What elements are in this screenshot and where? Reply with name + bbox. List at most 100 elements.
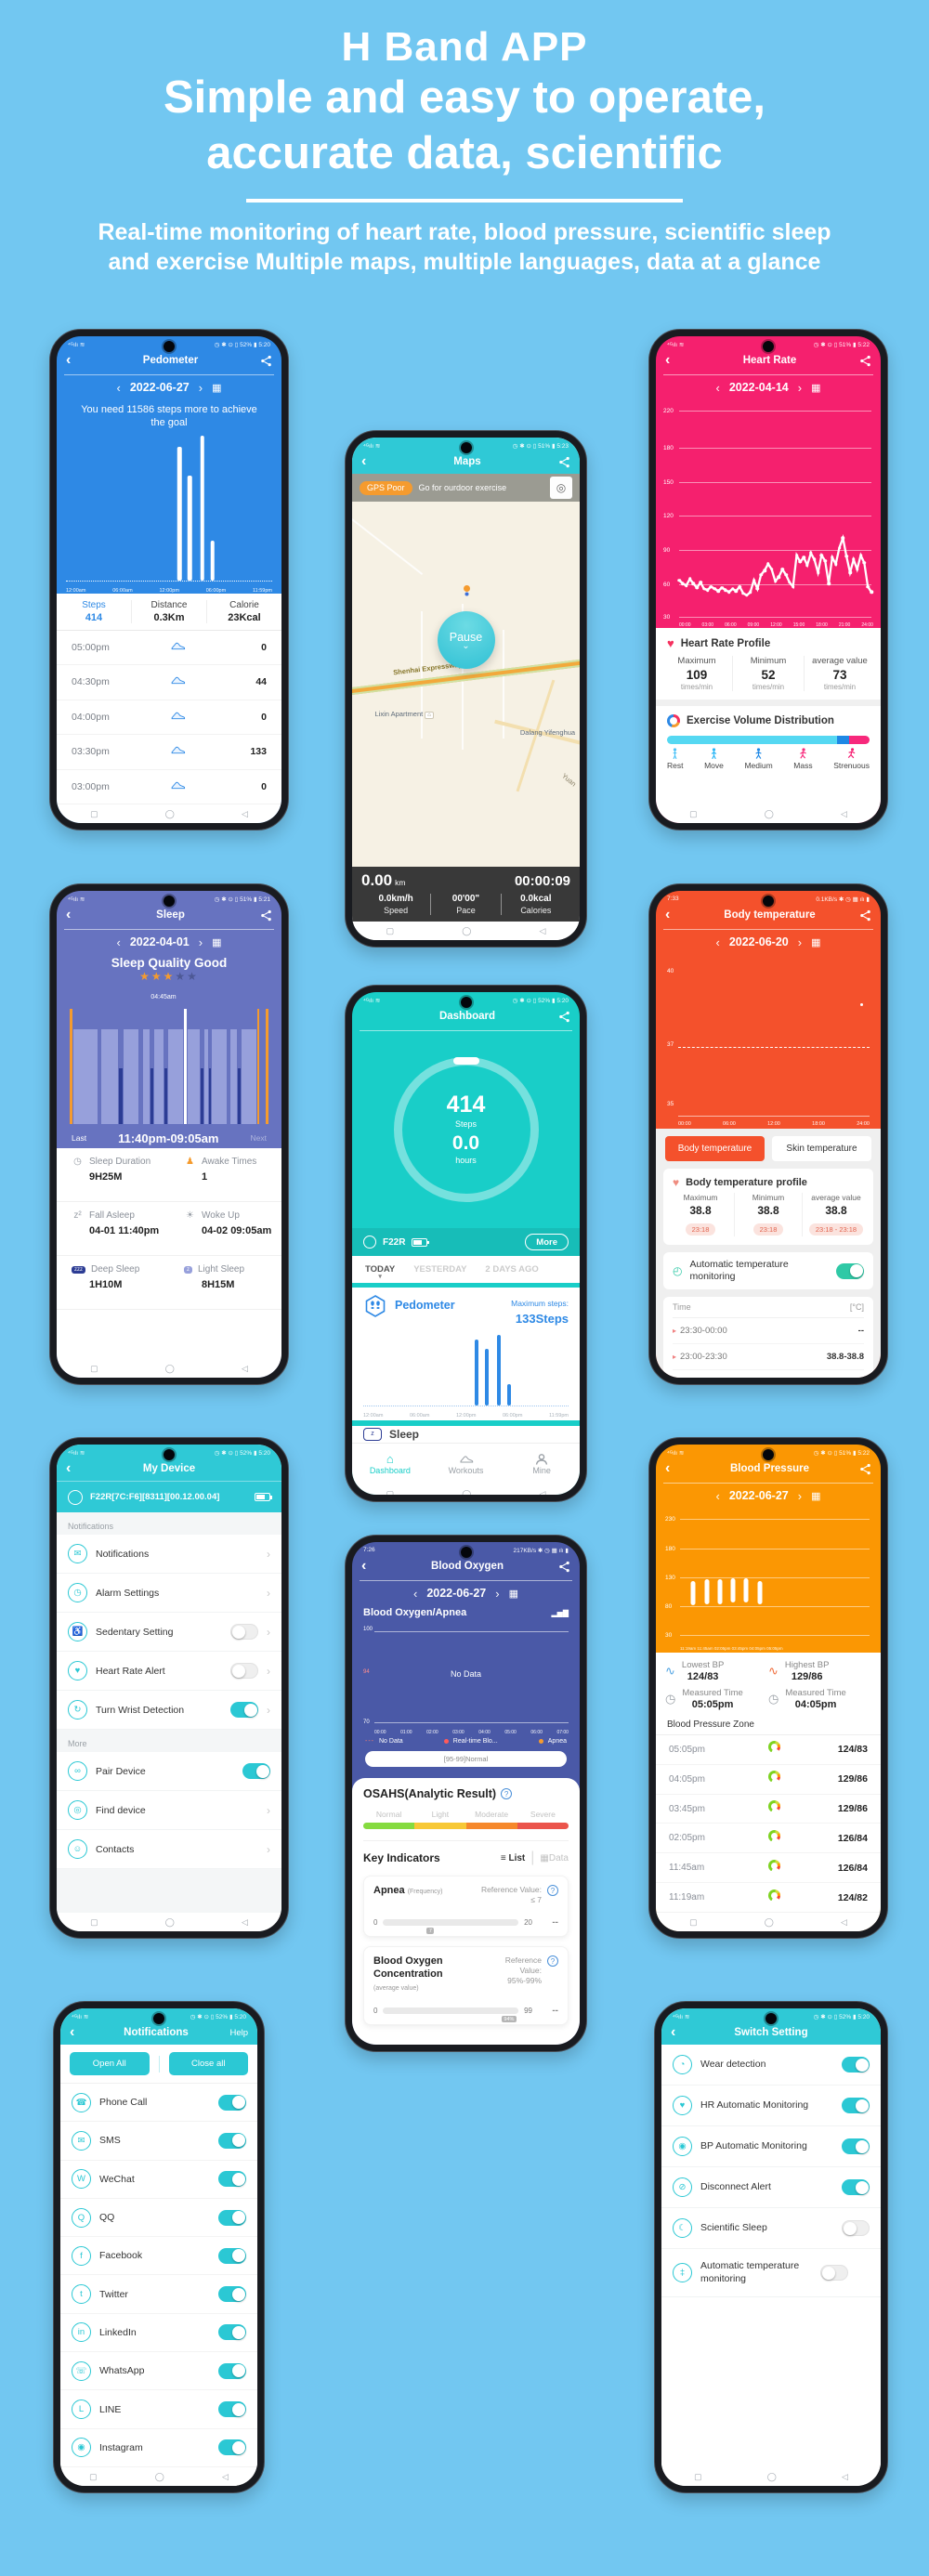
twitter-toggle[interactable] xyxy=(218,2286,246,2303)
map-view[interactable]: Shenhai Expressway Lixin Apartment ⌂ Dal… xyxy=(352,502,580,867)
item-qq[interactable]: Q QQ xyxy=(60,2198,257,2238)
back-icon[interactable]: ‹ xyxy=(66,1460,72,1476)
item-find-device[interactable]: ◎ Find device › xyxy=(57,1791,281,1830)
share-icon[interactable] xyxy=(859,1463,871,1475)
nav-square-icon[interactable]: ▢ xyxy=(689,1916,698,1927)
nav-square-icon[interactable]: ▢ xyxy=(694,2471,702,2481)
linkedin-toggle[interactable] xyxy=(218,2324,246,2341)
prev-day-icon[interactable]: ‹ xyxy=(715,380,720,395)
hr-auto-toggle[interactable] xyxy=(842,2098,870,2113)
distance-summary[interactable]: Distance 0.3Km xyxy=(131,599,206,623)
next-link[interactable]: Next xyxy=(250,1133,267,1143)
item-alarm-settings[interactable]: ◷ Alarm Settings › xyxy=(57,1574,281,1613)
nav-back-icon[interactable]: ◁ xyxy=(241,1363,248,1373)
back-icon[interactable]: ‹ xyxy=(361,1558,367,1574)
item-phone-call[interactable]: ☎ Phone Call xyxy=(60,2084,257,2123)
sleep-card-partial[interactable]: z Sleep xyxy=(352,1425,580,1443)
nav-back-icon[interactable]: ◁ xyxy=(841,2471,848,2481)
item-whatsapp[interactable]: ☏ WhatsApp xyxy=(60,2352,257,2391)
item-heart-rate-alert[interactable]: ♥ Heart Rate Alert › xyxy=(57,1652,281,1691)
table-row[interactable]: 05:05pm 124/83 xyxy=(656,1735,881,1765)
table-row[interactable]: ▸22:30-23:00 xyxy=(673,1370,864,1378)
next-day-icon[interactable]: › xyxy=(797,1488,803,1503)
data-view-toggle[interactable]: ▦Data xyxy=(540,1852,569,1863)
tab-yesterday[interactable]: YESTERDAY xyxy=(413,1264,467,1275)
table-row[interactable]: 04:05pm 129/86 xyxy=(656,1765,881,1795)
nav-square-icon[interactable]: ▢ xyxy=(89,2471,98,2481)
table-row[interactable]: 03:30pm 133 xyxy=(57,735,281,770)
back-icon[interactable]: ‹ xyxy=(665,352,671,368)
back-icon[interactable]: ‹ xyxy=(671,2024,676,2040)
table-row[interactable]: 04:00pm 0 xyxy=(57,700,281,736)
table-row[interactable]: 03:45pm 129/86 xyxy=(656,1795,881,1824)
next-day-icon[interactable]: › xyxy=(198,380,203,395)
nav-square-icon[interactable]: ▢ xyxy=(90,1916,98,1927)
nav-back-icon[interactable]: ◁ xyxy=(840,1916,847,1927)
item-pair-device[interactable]: ∞ Pair Device xyxy=(57,1752,281,1791)
tab-dashboard[interactable]: ⌂ Dashboard xyxy=(369,1452,411,1476)
table-row[interactable]: 04:30pm 44 xyxy=(57,665,281,700)
share-icon[interactable] xyxy=(558,1011,570,1023)
nav-back-icon[interactable]: ◁ xyxy=(241,1916,248,1927)
sedentary-toggle[interactable] xyxy=(230,1624,258,1640)
sms-toggle[interactable] xyxy=(218,2132,246,2149)
nav-square-icon[interactable]: ▢ xyxy=(90,808,98,818)
auto-monitor-toggle[interactable] xyxy=(836,1262,864,1279)
nav-back-icon[interactable]: ◁ xyxy=(221,2471,229,2481)
item-wechat[interactable]: W WeChat xyxy=(60,2160,257,2199)
help-icon[interactable]: ? xyxy=(547,1955,558,1968)
turn-wrist-toggle[interactable] xyxy=(230,1702,258,1718)
table-row[interactable]: 11:45am 126/84 xyxy=(656,1853,881,1884)
auto-temperature-toggle[interactable] xyxy=(820,2265,848,2281)
nav-home-icon[interactable]: ◯ xyxy=(164,808,175,818)
share-icon[interactable] xyxy=(260,355,272,367)
nav-square-icon[interactable]: ▢ xyxy=(689,808,698,818)
prev-day-icon[interactable]: ‹ xyxy=(116,380,121,395)
skin-temperature-tab[interactable]: Skin temperature xyxy=(772,1136,871,1161)
item-line[interactable]: L LINE xyxy=(60,2390,257,2429)
calendar-icon[interactable]: ▦ xyxy=(508,1588,519,1600)
whatsapp-toggle[interactable] xyxy=(218,2362,246,2379)
bp-auto-toggle[interactable] xyxy=(842,2138,870,2154)
wechat-toggle[interactable] xyxy=(218,2171,246,2188)
nav-home-icon[interactable]: ◯ xyxy=(462,1489,472,1495)
calendar-icon[interactable]: ▦ xyxy=(212,936,222,948)
item-instagram[interactable]: ◉ Instagram xyxy=(60,2428,257,2467)
nav-square-icon[interactable]: ▢ xyxy=(386,1489,395,1495)
connected-device-bar[interactable]: F22R[7C:F6][8311][00.12.00.04] xyxy=(57,1481,281,1512)
instagram-toggle[interactable] xyxy=(218,2439,246,2456)
wear-detection-toggle[interactable] xyxy=(842,2057,870,2073)
table-row[interactable]: 03:00pm 0 xyxy=(57,770,281,804)
prev-day-icon[interactable]: ‹ xyxy=(412,1586,418,1601)
last-link[interactable]: Last xyxy=(72,1133,87,1143)
item-sms[interactable]: ✉ SMS xyxy=(60,2122,257,2161)
item-notifications[interactable]: ✉ Notifications › xyxy=(57,1535,281,1574)
scientific-sleep-toggle[interactable] xyxy=(842,2220,870,2236)
pair-device-toggle[interactable] xyxy=(242,1763,270,1779)
nav-back-icon[interactable]: ◁ xyxy=(539,1489,546,1495)
back-icon[interactable]: ‹ xyxy=(361,453,367,469)
steps-ring[interactable]: 414 Steps 0.0 hours xyxy=(393,1057,539,1202)
pedometer-card[interactable]: Pedometer Maximum steps: 133Steps 12:00am… xyxy=(352,1287,580,1420)
item-bp-auto[interactable]: ◉ BP Automatic Monitoring xyxy=(661,2126,881,2167)
prev-day-icon[interactable]: ‹ xyxy=(116,935,121,949)
next-day-icon[interactable]: › xyxy=(797,935,803,949)
nav-back-icon[interactable]: ◁ xyxy=(840,808,847,818)
nav-home-icon[interactable]: ◯ xyxy=(164,1363,175,1373)
help-icon[interactable]: ? xyxy=(501,1788,513,1799)
list-view-toggle[interactable]: ≡ List xyxy=(500,1852,526,1863)
phone-call-toggle[interactable] xyxy=(218,2094,246,2111)
help-button[interactable]: Help xyxy=(229,2027,248,2038)
item-auto-temperature[interactable]: ‡ Automatic temperature monitoring xyxy=(661,2249,881,2297)
table-row[interactable]: 11:19am 124/82 xyxy=(656,1883,881,1913)
share-icon[interactable] xyxy=(260,909,272,922)
disconnect-alert-toggle[interactable] xyxy=(842,2179,870,2195)
body-temperature-tab[interactable]: Body temperature xyxy=(665,1136,765,1161)
calendar-icon[interactable]: ▦ xyxy=(811,1490,821,1502)
prev-day-icon[interactable]: ‹ xyxy=(715,935,720,949)
item-linkedin[interactable]: in LinkedIn xyxy=(60,2313,257,2353)
share-icon[interactable] xyxy=(558,456,570,468)
next-day-icon[interactable]: › xyxy=(797,380,803,395)
calorie-summary[interactable]: Calorie 23Kcal xyxy=(206,599,281,623)
close-all-button[interactable]: Close all xyxy=(168,2052,248,2075)
